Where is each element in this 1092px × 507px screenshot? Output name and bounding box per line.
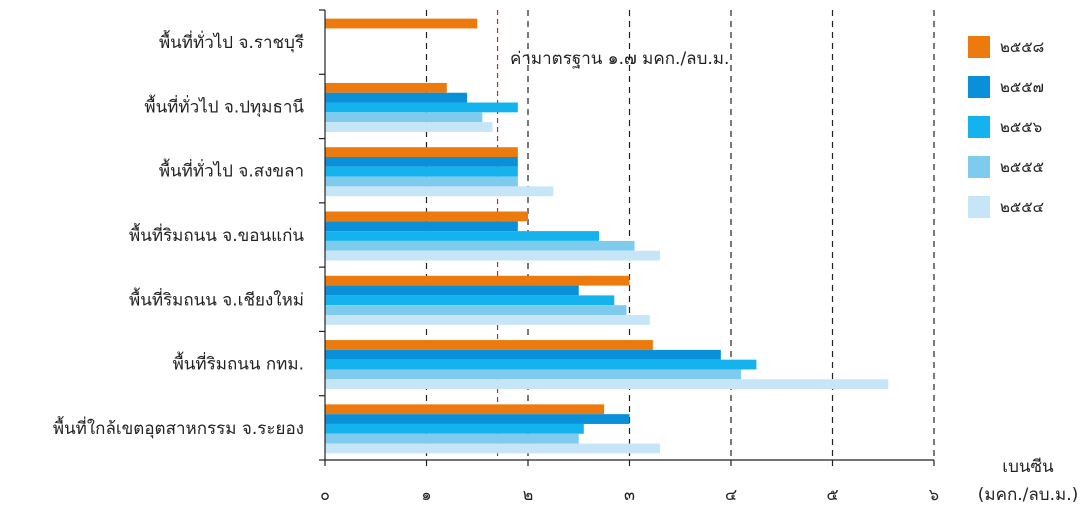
bar — [325, 231, 600, 241]
legend-swatch — [968, 76, 990, 98]
bar — [325, 414, 630, 424]
bar — [325, 275, 630, 286]
bar — [325, 433, 579, 444]
legend-label: ๒๕๕๔ — [1000, 198, 1044, 216]
legend-label: ๒๕๕๕ — [1000, 158, 1044, 176]
bar — [325, 166, 518, 177]
bar — [325, 157, 518, 167]
legend-swatch — [968, 116, 990, 138]
x-tick-label: ๓ — [624, 485, 635, 504]
x-tick-label: ๑ — [421, 485, 431, 504]
x-axis-title-line1: เบนซีน — [1002, 457, 1054, 477]
category-label: พื้นที่ริมถนน จ.ขอนแก่น — [129, 223, 304, 246]
bar — [325, 369, 742, 380]
bar — [325, 112, 483, 123]
bar — [325, 443, 660, 454]
x-tick-labels: ๐ ๑ ๒ ๓ ๔ ๕ ๖ — [320, 485, 939, 504]
category-label: พื้นที่ทั่วไป จ.สงขลา — [159, 159, 304, 182]
legend-swatch — [968, 36, 990, 58]
category-label: พื้นที่ริมถนน จ.เชียงใหม่ — [129, 287, 304, 310]
bar — [325, 423, 584, 434]
bar — [325, 176, 518, 187]
bar — [325, 314, 650, 325]
bar — [325, 102, 518, 113]
reference-line-label: ค่ามาตรฐาน ๑.๗ มคก./ลบ.ม. — [510, 49, 729, 69]
legend-label: ๒๕๕๗ — [1000, 78, 1044, 96]
bar — [325, 404, 605, 415]
bar — [325, 379, 889, 390]
bar — [325, 18, 478, 29]
legend-swatch — [968, 196, 990, 218]
bar — [325, 305, 627, 315]
bar — [325, 92, 468, 103]
bar — [325, 221, 518, 232]
x-tick-label: ๕ — [826, 485, 838, 504]
legend-label: ๒๕๕๘ — [1000, 38, 1044, 56]
x-tick-label: ๔ — [725, 485, 737, 504]
bar — [325, 359, 757, 370]
bar — [325, 349, 721, 360]
bar — [325, 147, 518, 158]
bars — [325, 18, 889, 454]
bar — [325, 250, 660, 261]
x-tick-label: ๐ — [320, 485, 330, 504]
bar — [325, 122, 493, 132]
x-tick-label: ๒ — [523, 485, 534, 504]
bar — [325, 285, 579, 296]
bar — [325, 295, 615, 306]
category-label: พื้นที่ทั่วไป จ.ปทุมธานี — [144, 94, 304, 117]
category-label: พื้นที่ริมถนน กทม. — [173, 352, 304, 375]
bar — [325, 211, 528, 222]
bar — [325, 240, 635, 251]
x-axis-title-line2: (มคก./ลบ.ม.) — [978, 485, 1079, 505]
x-tick-label: ๖ — [929, 485, 939, 504]
legend-label: ๒๕๕๖ — [1000, 118, 1042, 136]
legend-swatch — [968, 156, 990, 178]
category-label: พื้นที่ทั่วไป จ.ราชบุรี — [159, 30, 304, 53]
bar — [325, 340, 653, 350]
category-label: พื้นที่ใกล้เขตอุตสาหกรรม จ.ระยอง — [53, 416, 304, 439]
bar — [325, 82, 447, 93]
category-labels: พื้นที่ทั่วไป จ.ราชบุรีพื้นที่ทั่วไป จ.ป… — [53, 30, 305, 439]
axes — [319, 9, 935, 466]
bar — [325, 186, 554, 197]
